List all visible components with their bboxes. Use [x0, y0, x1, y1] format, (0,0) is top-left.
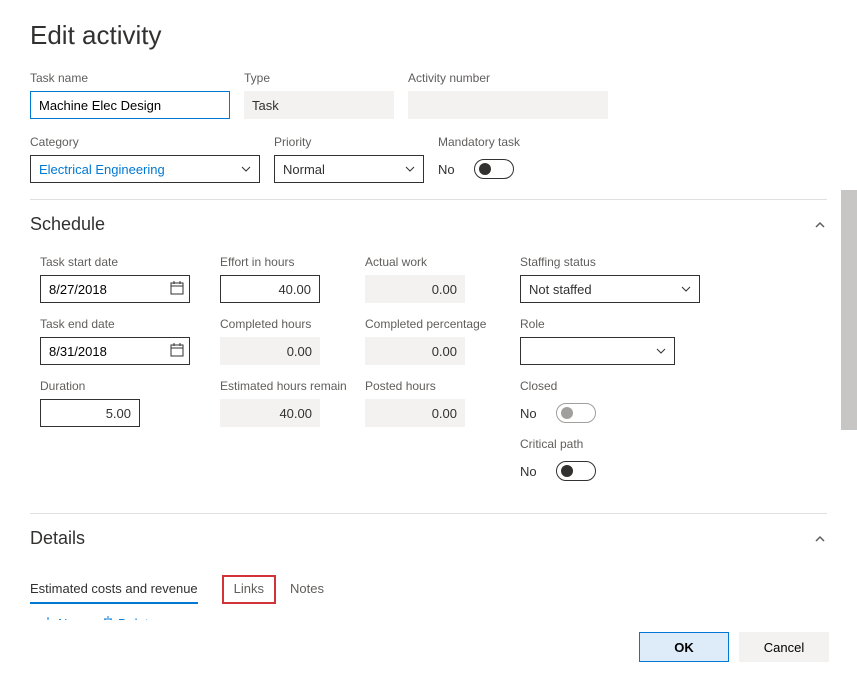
priority-label: Priority	[274, 135, 424, 149]
closed-toggle	[556, 403, 596, 423]
end-date-input[interactable]	[40, 337, 190, 365]
effort-input[interactable]: 40.00	[220, 275, 320, 303]
critical-label: Critical path	[520, 437, 700, 451]
delete-label: Delete	[118, 616, 156, 620]
tab-costs-revenue[interactable]: Estimated costs and revenue	[30, 575, 198, 604]
tab-notes[interactable]: Notes	[290, 575, 324, 604]
posted-hours-value: 0.00	[365, 399, 465, 427]
est-remain-value: 40.00	[220, 399, 320, 427]
plus-icon	[42, 616, 54, 620]
closed-label: Closed	[520, 379, 700, 393]
new-button[interactable]: New	[42, 616, 84, 620]
mandatory-value: No	[438, 162, 462, 177]
type-label: Type	[244, 71, 394, 85]
mandatory-toggle[interactable]	[474, 159, 514, 179]
effort-label: Effort in hours	[220, 255, 335, 269]
priority-select[interactable]: Normal	[274, 155, 424, 183]
role-select[interactable]	[520, 337, 675, 365]
end-date-label: Task end date	[40, 317, 190, 331]
task-name-input[interactable]	[30, 91, 230, 119]
delete-button[interactable]: Delete	[102, 616, 156, 620]
mandatory-label: Mandatory task	[438, 135, 598, 149]
critical-value: No	[520, 464, 544, 479]
chevron-up-icon	[813, 218, 827, 232]
completed-pct-value: 0.00	[365, 337, 465, 365]
category-select[interactable]: Electrical Engineering	[30, 155, 260, 183]
start-date-label: Task start date	[40, 255, 190, 269]
actual-work-value: 0.00	[365, 275, 465, 303]
schedule-section-header[interactable]: Schedule	[30, 200, 827, 245]
details-section-header[interactable]: Details	[30, 514, 827, 559]
activity-number-label: Activity number	[408, 71, 608, 85]
duration-label: Duration	[40, 379, 190, 393]
tab-links[interactable]: Links	[222, 575, 276, 604]
category-label: Category	[30, 135, 260, 149]
posted-hours-label: Posted hours	[365, 379, 490, 393]
trash-icon	[102, 616, 114, 620]
details-title: Details	[30, 528, 85, 549]
role-label: Role	[520, 317, 700, 331]
page-title: Edit activity	[30, 20, 827, 51]
scrollbar[interactable]	[841, 190, 857, 430]
duration-input[interactable]: 5.00	[40, 399, 140, 427]
activity-number-value	[408, 91, 608, 119]
completed-pct-label: Completed percentage	[365, 317, 490, 331]
completed-hours-label: Completed hours	[220, 317, 335, 331]
actual-work-label: Actual work	[365, 255, 490, 269]
start-date-input[interactable]	[40, 275, 190, 303]
critical-toggle[interactable]	[556, 461, 596, 481]
task-name-label: Task name	[30, 71, 230, 85]
new-label: New	[58, 616, 84, 620]
completed-hours-value: 0.00	[220, 337, 320, 365]
ok-button[interactable]: OK	[639, 632, 729, 662]
cancel-button[interactable]: Cancel	[739, 632, 829, 662]
chevron-up-icon	[813, 532, 827, 546]
type-value: Task	[244, 91, 394, 119]
closed-value: No	[520, 406, 544, 421]
staffing-select[interactable]: Not staffed	[520, 275, 700, 303]
est-remain-label: Estimated hours remain	[220, 379, 335, 393]
schedule-title: Schedule	[30, 214, 105, 235]
staffing-label: Staffing status	[520, 255, 700, 269]
